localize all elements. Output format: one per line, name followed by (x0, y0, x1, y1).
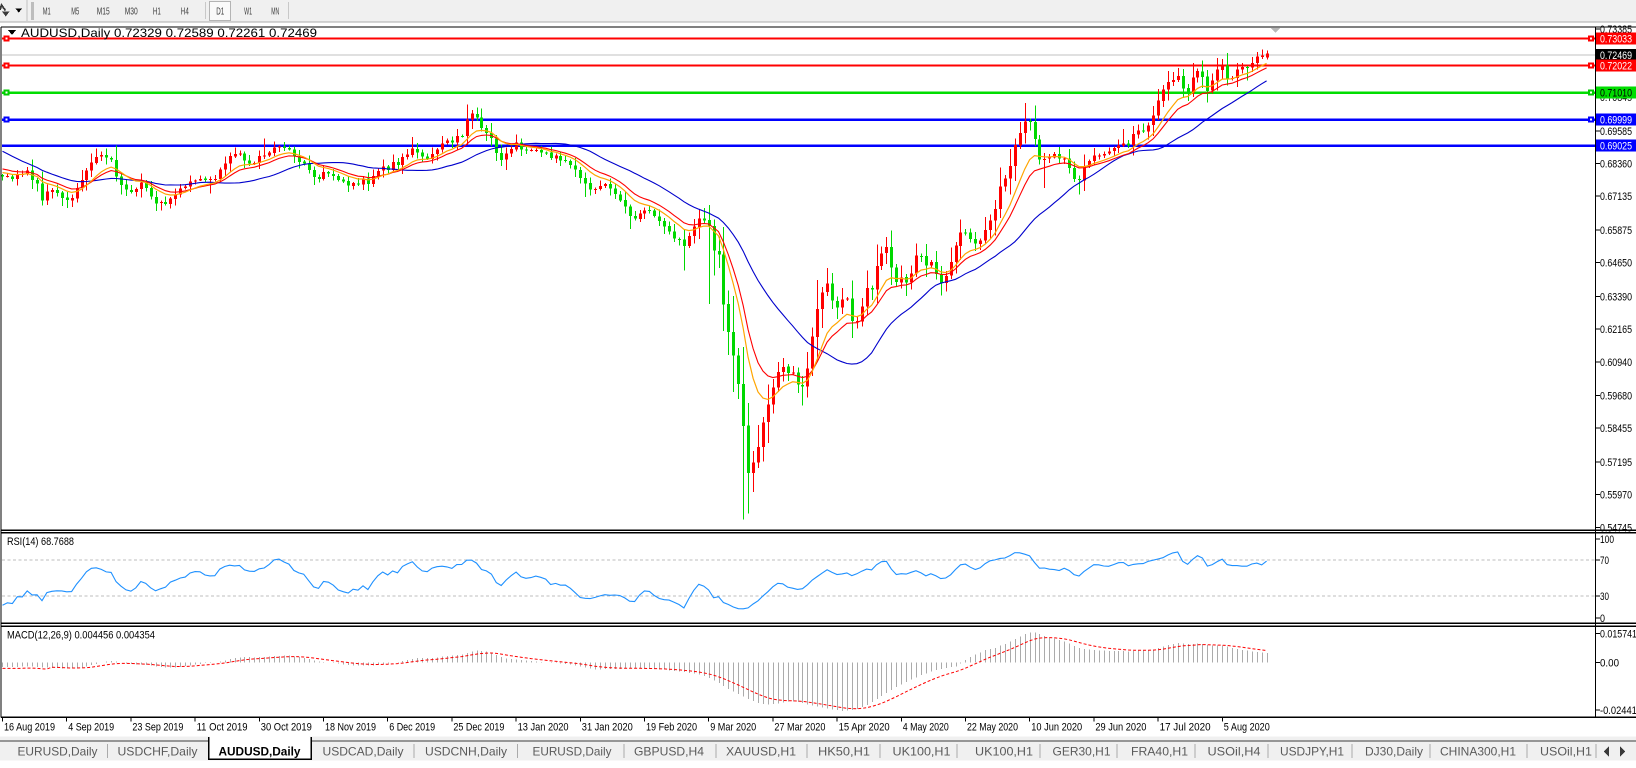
svg-text:MN: MN (271, 6, 279, 18)
svg-text:5 Aug 2020: 5 Aug 2020 (1224, 722, 1270, 734)
svg-text:0.00: 0.00 (1600, 657, 1619, 669)
svg-text:17 Jul 2020: 17 Jul 2020 (1160, 722, 1211, 734)
svg-text:0.015741: 0.015741 (1600, 629, 1636, 641)
svg-text:30: 30 (1600, 591, 1609, 603)
svg-text:16 Aug 2019: 16 Aug 2019 (4, 722, 55, 734)
svg-text:27 Mar 2020: 27 Mar 2020 (774, 722, 825, 734)
svg-text:0.69585: 0.69585 (1600, 126, 1632, 138)
svg-text:USDCNH,Daily: USDCNH,Daily (425, 745, 507, 759)
svg-text:USDCHF,Daily: USDCHF,Daily (118, 745, 198, 759)
svg-text:EURUSD,Daily: EURUSD,Daily (18, 745, 98, 759)
svg-text:0.71010: 0.71010 (1600, 88, 1632, 100)
svg-text:23 Sep 2019: 23 Sep 2019 (132, 722, 183, 734)
svg-text:AUDUSD,Daily 0.72329 0.72589 0: AUDUSD,Daily 0.72329 0.72589 0.72261 0.7… (21, 26, 317, 40)
svg-text:0.73033: 0.73033 (1600, 34, 1632, 46)
svg-text:10 Jun 2020: 10 Jun 2020 (1031, 722, 1082, 734)
svg-text:0.60940: 0.60940 (1600, 357, 1632, 369)
svg-text:AUDUSD,Daily: AUDUSD,Daily (219, 745, 301, 759)
svg-text:31 Jan 2020: 31 Jan 2020 (582, 722, 633, 734)
svg-text:6 Dec 2019: 6 Dec 2019 (389, 722, 435, 734)
svg-text:100: 100 (1600, 534, 1614, 546)
svg-text:30 Oct 2019: 30 Oct 2019 (261, 722, 312, 734)
svg-text:19 Feb 2020: 19 Feb 2020 (646, 722, 697, 734)
svg-text:USOil,H4: USOil,H4 (1208, 745, 1261, 759)
svg-text:0.72469: 0.72469 (1600, 50, 1632, 62)
svg-text:0.62165: 0.62165 (1600, 324, 1632, 336)
svg-text:4 Sep 2019: 4 Sep 2019 (68, 722, 114, 734)
svg-text:MACD(12,26,9) 0.004456 0.00435: MACD(12,26,9) 0.004456 0.004354 (7, 630, 155, 642)
svg-text:0.64650: 0.64650 (1600, 258, 1632, 270)
svg-text:H1: H1 (153, 6, 161, 18)
svg-text:70: 70 (1600, 555, 1609, 567)
svg-text:13 Jan 2020: 13 Jan 2020 (518, 722, 569, 734)
svg-text:0: 0 (1600, 613, 1605, 625)
svg-text:0.55970: 0.55970 (1600, 490, 1632, 502)
svg-text:0.65875: 0.65875 (1600, 225, 1632, 237)
svg-text:M15: M15 (97, 6, 110, 18)
svg-text:18 Nov 2019: 18 Nov 2019 (325, 722, 376, 734)
svg-text:D1: D1 (216, 6, 224, 18)
svg-text:0.58455: 0.58455 (1600, 423, 1632, 435)
svg-text:GER30,H1: GER30,H1 (1053, 745, 1111, 759)
svg-text:11 Oct 2019: 11 Oct 2019 (197, 722, 248, 734)
svg-text:15 Apr 2020: 15 Apr 2020 (839, 722, 890, 734)
svg-text:DJ30,Daily: DJ30,Daily (1365, 745, 1423, 759)
svg-text:0.69025: 0.69025 (1600, 141, 1632, 153)
svg-text:M5: M5 (71, 6, 79, 18)
svg-text:25 Dec 2019: 25 Dec 2019 (453, 722, 504, 734)
svg-text:0.54745: 0.54745 (1600, 522, 1632, 534)
svg-text:UK100,H1: UK100,H1 (893, 745, 951, 759)
svg-text:0.72022: 0.72022 (1600, 61, 1632, 73)
svg-text:0.67135: 0.67135 (1600, 191, 1632, 203)
svg-text:0.69999: 0.69999 (1600, 115, 1632, 127)
svg-text:GBPUSD,H4: GBPUSD,H4 (634, 745, 704, 759)
svg-text:UK100,H1: UK100,H1 (975, 745, 1033, 759)
svg-text:USDCAD,Daily: USDCAD,Daily (323, 745, 404, 759)
svg-text:USOil,H1: USOil,H1 (1540, 745, 1592, 759)
svg-text:0.59680: 0.59680 (1600, 390, 1632, 402)
svg-text:W1: W1 (244, 6, 252, 18)
svg-text:M1: M1 (43, 6, 51, 18)
svg-text:-0.024412: -0.024412 (1600, 705, 1636, 717)
svg-text:USDJPY,H1: USDJPY,H1 (1280, 745, 1344, 759)
svg-text:FRA40,H1: FRA40,H1 (1131, 745, 1188, 759)
svg-text:0.68360: 0.68360 (1600, 159, 1632, 171)
svg-text:CHINA300,H1: CHINA300,H1 (1440, 745, 1516, 759)
svg-text:29 Jun 2020: 29 Jun 2020 (1095, 722, 1146, 734)
svg-text:0.57195: 0.57195 (1600, 457, 1632, 469)
svg-text:H4: H4 (181, 6, 189, 18)
svg-text:EURUSD,Daily: EURUSD,Daily (533, 745, 612, 759)
svg-text:22 May 2020: 22 May 2020 (967, 722, 1018, 734)
svg-text:M30: M30 (125, 6, 138, 18)
svg-text:RSI(14) 68.7688: RSI(14) 68.7688 (7, 536, 74, 548)
svg-text:0.63390: 0.63390 (1600, 291, 1632, 303)
svg-text:4 May 2020: 4 May 2020 (903, 722, 949, 734)
svg-text:XAUUSD,H1: XAUUSD,H1 (726, 745, 796, 759)
svg-text:HK50,H1: HK50,H1 (818, 745, 870, 759)
svg-text:9 Mar 2020: 9 Mar 2020 (710, 722, 756, 734)
